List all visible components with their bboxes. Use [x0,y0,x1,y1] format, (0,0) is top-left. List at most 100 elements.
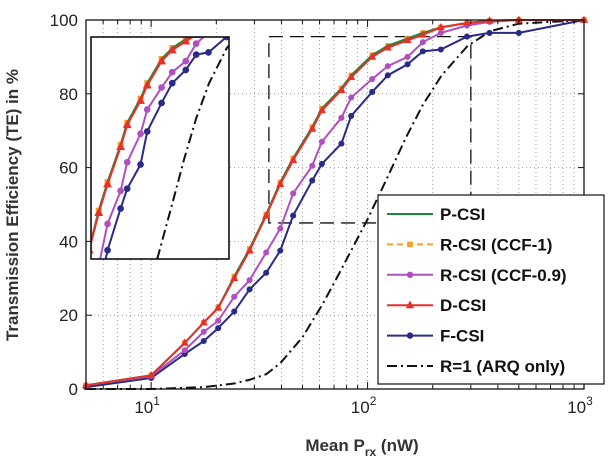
data-point [436,22,445,31]
data-point [143,128,151,135]
data-point [383,43,392,51]
data-point [317,105,326,114]
data-point [96,263,102,269]
data-point [309,162,316,169]
data-point [104,246,111,254]
data-point [348,94,355,101]
data-point [44,375,49,380]
data-point [347,72,356,81]
data-point [142,80,152,89]
x-tick-label: 103 [567,394,593,417]
data-point [143,106,151,113]
legend-entry: F-CSI [387,327,484,346]
data-point [463,33,471,40]
data-point [338,140,345,147]
data-point [136,95,146,104]
x-tick-label: 101 [134,394,160,417]
data-point [44,386,50,392]
data-point [239,30,245,36]
y-tick-label: 0 [69,380,78,399]
data-point [406,332,414,339]
data-point [157,56,167,65]
data-point [259,15,264,20]
data-point [215,325,222,332]
data-point [137,130,144,138]
data-point [54,358,59,363]
data-point [74,288,81,294]
data-point [167,45,177,54]
data-point [182,57,190,65]
series-r-1-arq-only--inset [156,44,229,259]
y-tick-label: 20 [59,306,78,325]
data-point [86,291,92,297]
data-point [117,187,124,195]
data-point [8,438,13,443]
data-point [224,18,229,23]
data-point [31,412,37,418]
data-point [309,177,316,184]
legend-entry: R=1 (ARQ only) [387,357,565,376]
data-point [369,75,376,83]
data-point [53,381,59,387]
data-point [181,37,191,45]
data-point [405,300,415,309]
data-point [231,308,238,315]
data-point [104,220,111,228]
data-point [437,46,444,53]
data-point [277,225,284,232]
data-point [403,35,412,44]
data-point [96,289,102,295]
legend-label: D-CSI [440,296,486,315]
data-point [103,179,113,188]
series-d-csi-inset [7,37,201,443]
data-point [180,338,189,346]
data-point [224,21,230,27]
y-tick-label: 40 [59,232,78,251]
legend-label: P-CSI [440,205,485,224]
data-point [116,142,126,151]
y-tick-label: 100 [50,11,78,30]
data-point [276,179,285,188]
x-axis-title-unit: (nW) [376,436,418,455]
series-r-csi-ccf-0-9--inset [44,21,230,392]
data-point [123,185,131,193]
data-point [8,441,14,447]
x-tick-base: 10 [134,398,153,417]
data-point [290,212,297,219]
data-point [192,51,200,58]
data-point [158,84,165,91]
legend-label: F-CSI [440,327,484,346]
x-tick-base: 10 [567,398,586,417]
series-layer [81,15,589,391]
y-tick-label: 60 [59,159,78,178]
data-point [369,88,376,96]
data-point [214,303,223,311]
data-point [200,337,207,345]
data-point [407,241,413,248]
legend-box [377,194,605,385]
legend-entry: R-CSI (CCF-0.9) [387,266,567,285]
data-point [182,66,190,74]
data-point [290,190,297,197]
data-point [277,247,284,254]
data-point [318,138,325,145]
data-point [418,30,427,38]
series-line [86,19,585,390]
data-point [231,293,238,300]
data-point [437,29,444,36]
data-point [368,52,377,60]
data-point [158,99,165,107]
data-point [348,112,355,119]
series-d-csi [81,15,589,389]
data-point [205,49,212,56]
data-point [44,397,50,403]
data-point [137,161,144,168]
series-r-1-arq-only- [86,19,585,390]
data-point [117,205,124,212]
data-point [7,437,14,443]
data-point [384,63,391,70]
data-point [263,269,270,276]
data-point [263,249,270,256]
